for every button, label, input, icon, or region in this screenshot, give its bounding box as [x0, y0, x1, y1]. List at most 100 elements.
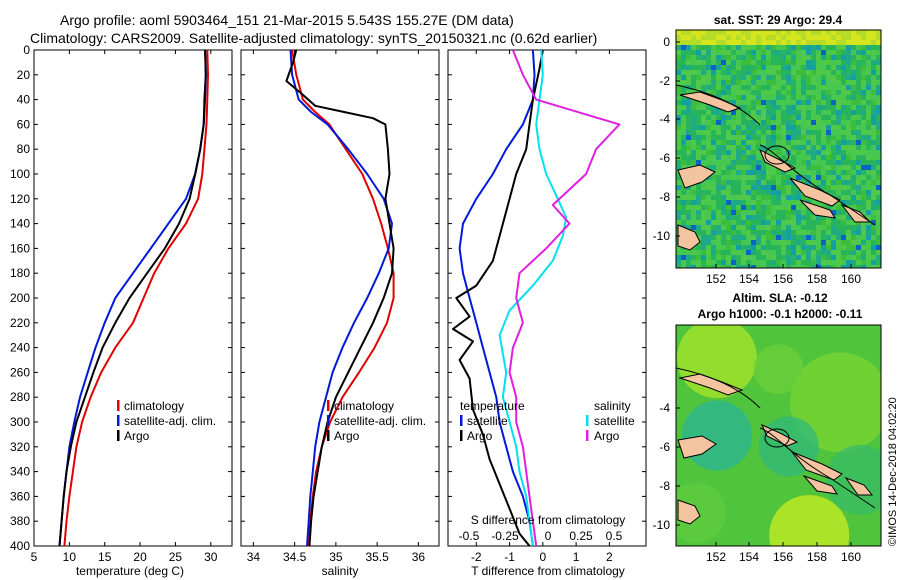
map-y-tick-label: -6 [659, 151, 670, 165]
map-frame [675, 29, 882, 269]
y-tick-label: 20 [17, 68, 31, 82]
land-mass [759, 148, 797, 173]
x-tick-label: 1 [573, 550, 580, 564]
x-tick-label: 2 [606, 550, 613, 564]
sla-map-title: Altim. SLA: -0.12 [732, 291, 828, 305]
x-tick-label: 10 [63, 550, 77, 564]
land-mass [790, 450, 843, 481]
map-y-tick-label: -4 [659, 401, 670, 415]
map-y-tick-label: -8 [659, 190, 670, 204]
s-difference-ticks: -0.5 -0.25 0 0.25 0.5 [459, 529, 623, 543]
series-line-argo [285, 50, 395, 546]
y-tick-label: 220 [10, 316, 30, 330]
plot-frame [33, 49, 233, 547]
map-x-tick-label: 152 [706, 272, 726, 286]
legend-argo-sal: Argo [334, 429, 360, 443]
series-line-climatology [63, 50, 209, 546]
sst-map-title: sat. SST: 29 Argo: 29.4 [714, 13, 843, 27]
y-tick-label: 300 [10, 415, 30, 429]
x-tick-label: 35.5 [365, 550, 389, 564]
y-tick-label: 340 [10, 465, 30, 479]
map-y-tick-label: 0 [663, 35, 670, 49]
y-tick-label: 320 [10, 440, 30, 454]
x-tick-label: 36 [412, 550, 426, 564]
land-mass [677, 435, 717, 459]
map-y-tick-label: -10 [653, 518, 671, 532]
s-diff-tick-label: 0.5 [606, 529, 623, 543]
map-x-tick-label: 156 [773, 550, 793, 564]
s-difference-label: S difference from climatology [471, 513, 626, 527]
map-x-tick-label: 160 [841, 272, 861, 286]
sla-map-subtitle: Argo h1000: -0.1 h2000: -0.11 [698, 307, 863, 321]
series-line-satellite-adj-clim- [58, 50, 207, 546]
legend-satellite-adj-sal: satellite-adj. clim. [334, 414, 426, 428]
y-tick-label: 0 [23, 43, 30, 57]
salinity-panel: 34 34.5 35 35.5 36 [240, 49, 440, 564]
map-x-tick-label: 156 [773, 272, 793, 286]
y-tick-label: 120 [10, 192, 30, 206]
map-y-tick-label: -8 [659, 479, 670, 493]
y-tick-label: 360 [10, 489, 30, 503]
map-y-tick-label: -2 [659, 74, 670, 88]
legend-t-argo: Argo [467, 429, 493, 443]
x-tick-label: 35 [329, 550, 343, 564]
legend-climatology: climatology [124, 399, 184, 413]
temperature-panel: 0 20 40 60 80 100 120 140 160 180 200 220 240 260 280 3… [10, 43, 233, 564]
land-mass [679, 91, 742, 113]
legend-satellite-adj: satellite-adj. clim. [124, 414, 216, 428]
land-mass [677, 224, 701, 251]
legend-climatology-sal: climatology [334, 399, 394, 413]
y-tick-label: 60 [17, 117, 31, 131]
map-x-tick-label: 160 [841, 550, 861, 564]
series-line-s-argo [508, 50, 621, 546]
y-tick-label: 280 [10, 390, 30, 404]
legend-temperature-title: temperature [460, 399, 525, 413]
temperature-legend: climatology satellite-adj. clim. Argo [117, 399, 216, 443]
map-y-tick-label: -4 [659, 112, 670, 126]
imos-timestamp: ©IMOS 14-Dec-2018 04:02:20 [887, 397, 899, 546]
salinity-legend: climatology satellite-adj. clim. Argo [327, 399, 426, 443]
land-mass [802, 474, 838, 495]
land-mass [677, 499, 701, 525]
s-diff-tick-label: -0.25 [491, 529, 519, 543]
series-line-t-argo [452, 50, 544, 546]
y-tick-label: 240 [10, 341, 30, 355]
legend-argo: Argo [124, 429, 150, 443]
x-tick-label: 34.5 [283, 550, 307, 564]
series-line-t-satellite [458, 50, 536, 546]
s-diff-tick-label: 0 [545, 529, 552, 543]
header-title: Argo profile: aoml 5903464_151 21-Mar-20… [60, 12, 514, 28]
x-tick-label: 15 [98, 550, 112, 564]
land-mass [844, 476, 874, 496]
plot-frame [240, 49, 440, 547]
series-line-climatology [291, 50, 395, 546]
legend-t-satellite: satellite [467, 414, 508, 428]
map-x-tick-label: 154 [739, 272, 759, 286]
y-tick-label: 380 [10, 514, 30, 528]
x-tick-label: 25 [169, 550, 183, 564]
land-mass [799, 199, 836, 219]
map-x-tick-label: 154 [739, 550, 759, 564]
series-line-satellite-adj-clim- [289, 50, 393, 546]
difference-panel: -2 -1 0 1 2 [447, 49, 647, 564]
y-tick-label: 180 [10, 266, 30, 280]
s-diff-tick-label: -0.5 [459, 529, 480, 543]
x-tick-label: 34 [247, 550, 261, 564]
map-y-tick-label: -6 [659, 440, 670, 454]
y-tick-label: 160 [10, 241, 30, 255]
series-line-s-satellite [498, 50, 568, 546]
y-tick-label: 200 [10, 291, 30, 305]
y-tick-label: 40 [17, 93, 31, 107]
temperature-xlabel: temperature (deg C) [76, 564, 184, 578]
x-tick-label: -2 [471, 550, 482, 564]
header-subtitle: Climatology: CARS2009. Satellite-adjuste… [30, 30, 597, 46]
y-tick-label: 140 [10, 217, 30, 231]
y-tick-label: 400 [10, 539, 30, 553]
x-tick-label: 5 [31, 550, 38, 564]
difference-legend: temperature satellite Argo salinity sate… [460, 399, 635, 443]
x-tick-label: 20 [133, 550, 147, 564]
map-frame [675, 324, 882, 547]
series-line-argo [58, 50, 207, 546]
land-mass [789, 177, 841, 207]
